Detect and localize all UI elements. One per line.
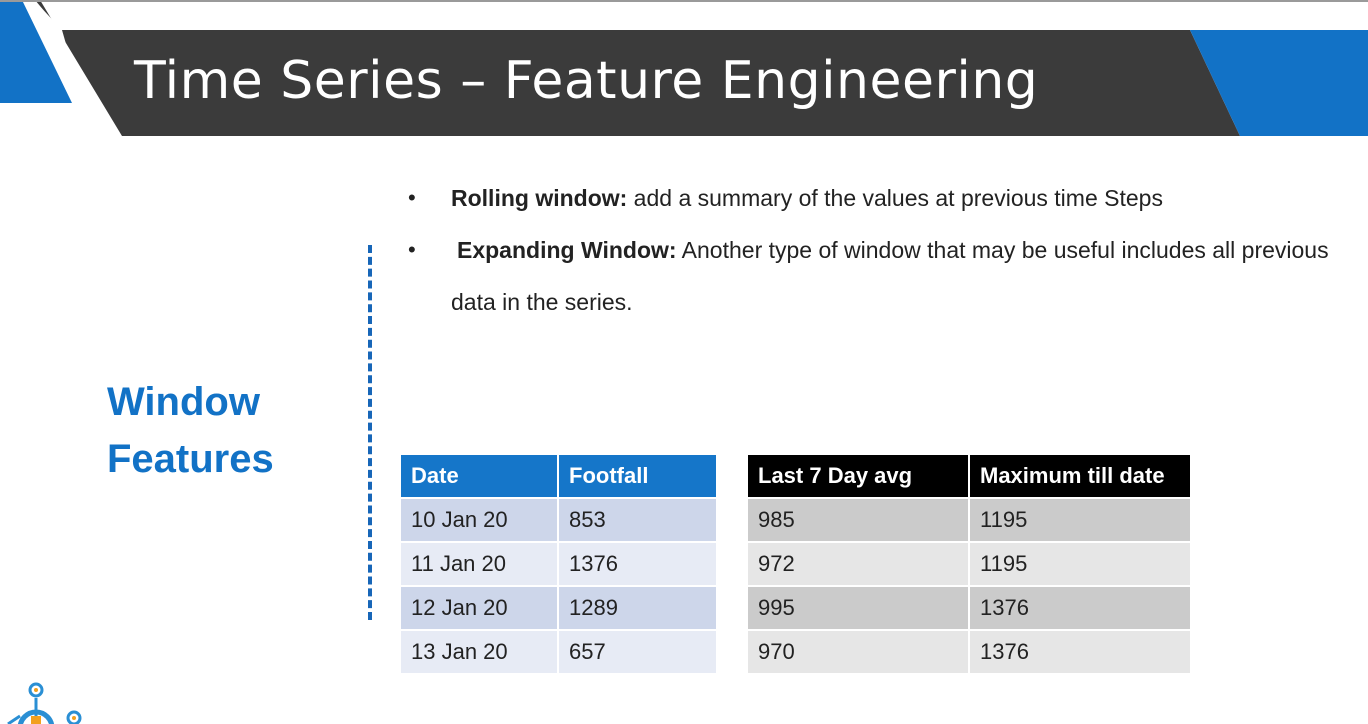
table-row: 985 1195 bbox=[748, 497, 1190, 542]
column-header: Footfall bbox=[558, 455, 716, 498]
table-row: 972 1195 bbox=[748, 541, 1190, 586]
table-cell: 972 bbox=[748, 541, 970, 586]
table-cell: 10 Jan 20 bbox=[401, 497, 559, 542]
table-row: 12 Jan 20 1289 bbox=[401, 585, 716, 630]
table-cell: 985 bbox=[748, 497, 970, 542]
bullet-text: Another type of window that may be usefu… bbox=[451, 237, 1329, 315]
table-cell: 970 bbox=[748, 629, 970, 673]
table-row: 11 Jan 20 1376 bbox=[401, 541, 716, 586]
column-header: Date bbox=[401, 455, 559, 498]
table-cell: 1195 bbox=[969, 497, 1190, 542]
table-cell: 1289 bbox=[558, 585, 716, 630]
table-cell: 12 Jan 20 bbox=[401, 585, 559, 630]
table-cell: 13 Jan 20 bbox=[401, 629, 559, 673]
bullet-expanding-window: • Expanding Window: Another type of wind… bbox=[408, 224, 1348, 328]
table-row: 13 Jan 20 657 bbox=[401, 629, 716, 673]
bullet-list: • Rolling window: add a summary of the v… bbox=[408, 172, 1348, 328]
section-label: Window Features bbox=[107, 374, 274, 488]
table-row: 995 1376 bbox=[748, 585, 1190, 630]
bullet-term: Expanding Window: bbox=[457, 237, 677, 263]
dashed-divider bbox=[368, 245, 376, 620]
table-cell: 1376 bbox=[558, 541, 716, 586]
table-header-row: Last 7 Day avg Maximum till date bbox=[748, 455, 1190, 498]
section-label-line1: Window bbox=[107, 380, 260, 424]
bullet-term: Rolling window: bbox=[451, 185, 628, 211]
table-cell: 657 bbox=[558, 629, 716, 673]
table-row: 10 Jan 20 853 bbox=[401, 497, 716, 542]
table-cell: 995 bbox=[748, 585, 970, 630]
table-row: 970 1376 bbox=[748, 629, 1190, 673]
column-header: Last 7 Day avg bbox=[748, 455, 970, 498]
table-cell: 1195 bbox=[969, 541, 1190, 586]
table-cell: 11 Jan 20 bbox=[401, 541, 559, 586]
table-cell: 853 bbox=[558, 497, 716, 542]
bullet-dot-icon: • bbox=[408, 185, 416, 210]
column-header: Maximum till date bbox=[969, 455, 1190, 498]
footfall-table: Date Footfall 10 Jan 20 853 11 Jan 20 13… bbox=[401, 455, 716, 673]
bullet-text: add a summary of the values at previous … bbox=[627, 185, 1163, 211]
section-label-line2: Features bbox=[107, 437, 274, 481]
bullet-dot-icon: • bbox=[408, 237, 416, 262]
table-cell: 1376 bbox=[969, 629, 1190, 673]
lightbulb-gear-logo-icon bbox=[7, 682, 82, 724]
slide-title: Time Series – Feature Engineering bbox=[134, 51, 1039, 111]
table-header-row: Date Footfall bbox=[401, 455, 716, 498]
bullet-rolling-window: • Rolling window: add a summary of the v… bbox=[408, 172, 1348, 224]
title-banner bbox=[0, 0, 1368, 136]
table-cell: 1376 bbox=[969, 585, 1190, 630]
window-features-table: Last 7 Day avg Maximum till date 985 119… bbox=[748, 455, 1190, 673]
